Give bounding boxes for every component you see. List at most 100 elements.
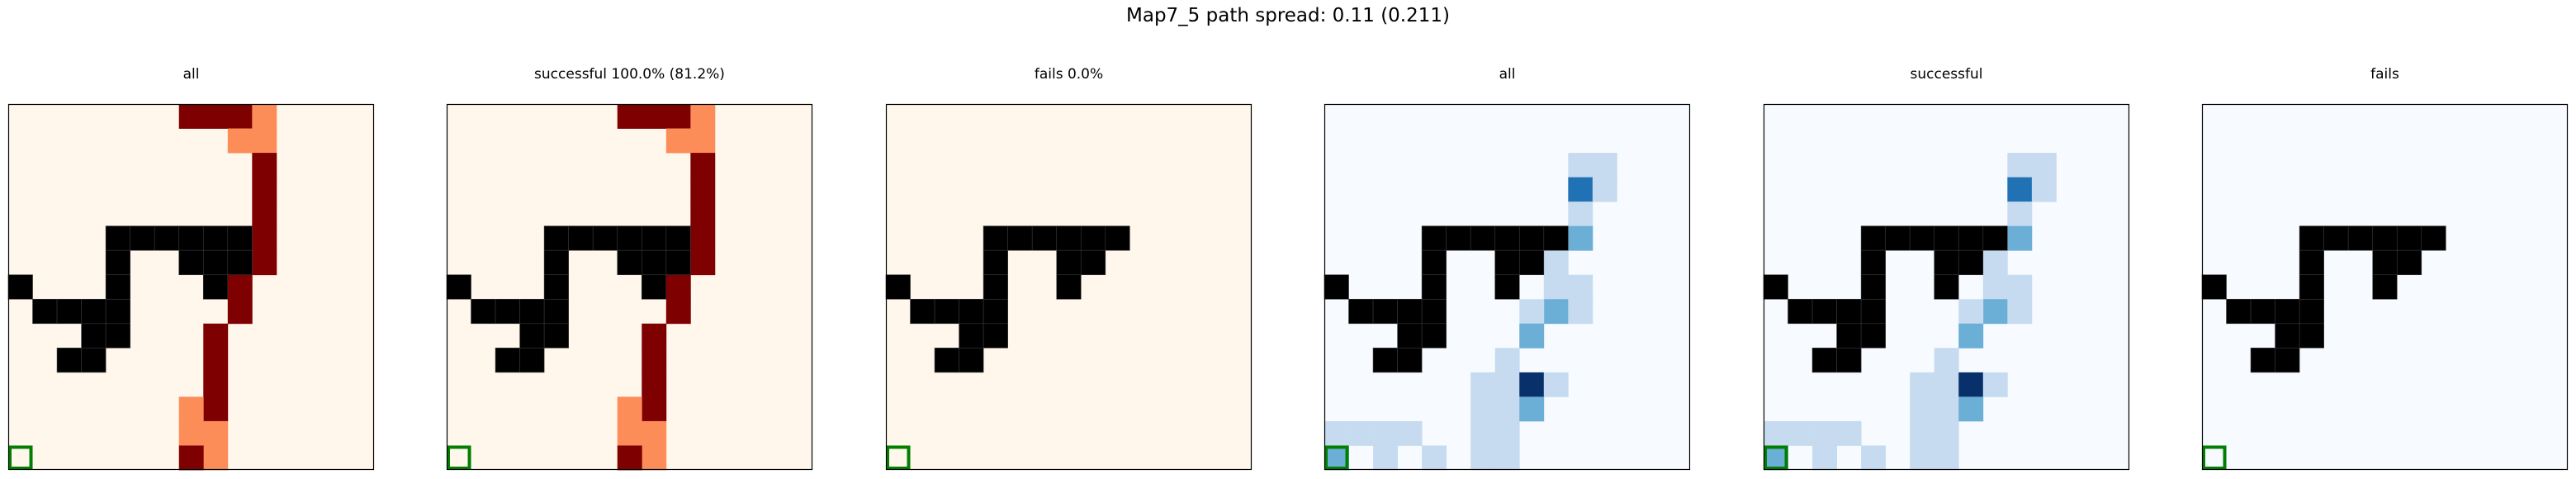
- heatmap-cell: [1592, 177, 1617, 202]
- heatmap-cell: [1568, 274, 1593, 300]
- obstacle-cell: [543, 298, 569, 325]
- heatmap-grid: [885, 103, 1252, 471]
- heatmap-cell: [1494, 396, 1520, 422]
- heatmap-cell: [1494, 420, 1520, 446]
- figure-title: Map7_5 path spread: 0.11 (0.211): [1126, 5, 1450, 26]
- obstacle-cell: [227, 249, 253, 276]
- obstacle-cell: [1836, 348, 1862, 373]
- start-marker: [447, 445, 471, 471]
- obstacle-cell: [105, 274, 130, 300]
- heatmap-cell: [1812, 420, 1837, 446]
- obstacle-cell: [1421, 249, 1447, 276]
- heatmap-grid: [446, 103, 813, 471]
- obstacle-cell: [1763, 274, 1788, 300]
- obstacle-cell: [1421, 274, 1447, 300]
- obstacle-cell: [1080, 249, 1106, 276]
- heatmap-cell: [252, 153, 277, 178]
- obstacle-cell: [1494, 249, 1520, 276]
- obstacle-cell: [592, 225, 618, 251]
- axes-frame: [1763, 103, 2130, 471]
- obstacle-cell: [105, 323, 130, 349]
- heatmap-grid: [2201, 103, 2569, 471]
- heatmap-cell: [1788, 420, 1813, 446]
- heatmap-cell: [642, 396, 667, 422]
- heatmap-cell: [1934, 372, 1959, 397]
- obstacle-cell: [1811, 348, 1837, 373]
- obstacle-cell: [2299, 225, 2324, 251]
- obstacle-cell: [178, 249, 204, 276]
- heatmap-cell: [2007, 274, 2033, 300]
- obstacle-cell: [1836, 323, 1862, 349]
- heatmap-cell: [252, 177, 277, 202]
- heatmap-cell: [1519, 396, 1545, 422]
- obstacle-cell: [1056, 225, 1082, 251]
- heatmap-grid: [1763, 103, 2130, 471]
- heatmap-cell: [1592, 153, 1617, 178]
- heatmap-cell: [1910, 396, 1935, 422]
- panel-title: fails: [2370, 66, 2399, 83]
- obstacle-cell: [7, 274, 33, 300]
- heatmap-cell: [1910, 420, 1935, 446]
- obstacle-cell: [1543, 225, 1569, 251]
- heatmap-cell: [1397, 420, 1423, 446]
- heatmap-cell: [178, 396, 204, 422]
- obstacle-cell: [2299, 274, 2324, 300]
- obstacle-cell: [1397, 323, 1423, 349]
- heatmap-cell: [203, 445, 229, 471]
- heatmap-cell: [642, 323, 667, 349]
- heatmap-cell: [1861, 445, 1887, 471]
- heatmap-cell: [1836, 420, 1862, 446]
- obstacle-cell: [1934, 274, 1959, 300]
- obstacle-cell: [2226, 298, 2252, 325]
- heatmap-cell: [2007, 225, 2033, 251]
- heatmap-cell: [617, 396, 642, 422]
- obstacle-cell: [81, 298, 107, 325]
- heatmap-cell: [2031, 177, 2057, 202]
- heatmap-cell: [1958, 323, 1984, 349]
- obstacle-cell: [2396, 249, 2422, 276]
- obstacle-cell: [617, 225, 642, 251]
- obstacle-cell: [983, 274, 1008, 300]
- heatmap-cell: [1470, 420, 1496, 446]
- obstacle-cell: [2201, 274, 2227, 300]
- heatmap-cell: [252, 104, 277, 129]
- obstacle-cell: [1324, 274, 1349, 300]
- obstacle-cell: [1860, 249, 1886, 276]
- obstacle-cell: [202, 274, 229, 300]
- heatmap-cell: [1470, 396, 1496, 422]
- axes-frame: [446, 103, 813, 471]
- heatmap-cell: [1543, 299, 1569, 325]
- obstacle-cell: [1056, 249, 1082, 276]
- heatmap-cell: [1982, 372, 2008, 397]
- obstacle-cell: [1860, 274, 1886, 300]
- obstacle-cell: [641, 249, 667, 276]
- heatmap-cell: [665, 128, 691, 154]
- axes-frame: [885, 103, 1252, 471]
- obstacle-cell: [1982, 225, 2008, 251]
- heatmap-cell: [252, 225, 277, 251]
- obstacle-cell: [983, 225, 1008, 251]
- obstacle-cell: [1860, 225, 1886, 251]
- heatmap-cell: [203, 372, 229, 397]
- obstacle-cell: [983, 298, 1008, 325]
- obstacle-cell: [1397, 298, 1423, 325]
- heatmap-cell: [1519, 299, 1545, 325]
- obstacle-cell: [471, 298, 496, 325]
- heatmap-cell: [690, 153, 716, 178]
- heatmap-cell: [2007, 299, 2033, 325]
- obstacle-cell: [154, 225, 180, 251]
- heatmap-cell: [2007, 153, 2033, 178]
- heatmap-cell: [1958, 372, 1984, 397]
- obstacle-cell: [2372, 249, 2398, 276]
- obstacle-cell: [1348, 298, 1374, 325]
- obstacle-cell: [202, 225, 229, 251]
- obstacle-cell: [2372, 225, 2398, 251]
- obstacle-cell: [1811, 298, 1837, 325]
- heatmap-cell: [1519, 372, 1545, 397]
- heatmap-cell: [203, 323, 229, 349]
- obstacle-cell: [2323, 225, 2349, 251]
- heatmap-cell: [665, 299, 691, 325]
- heatmap-cell: [178, 420, 204, 446]
- heatmap-cell: [1934, 396, 1959, 422]
- obstacle-cell: [1518, 225, 1545, 251]
